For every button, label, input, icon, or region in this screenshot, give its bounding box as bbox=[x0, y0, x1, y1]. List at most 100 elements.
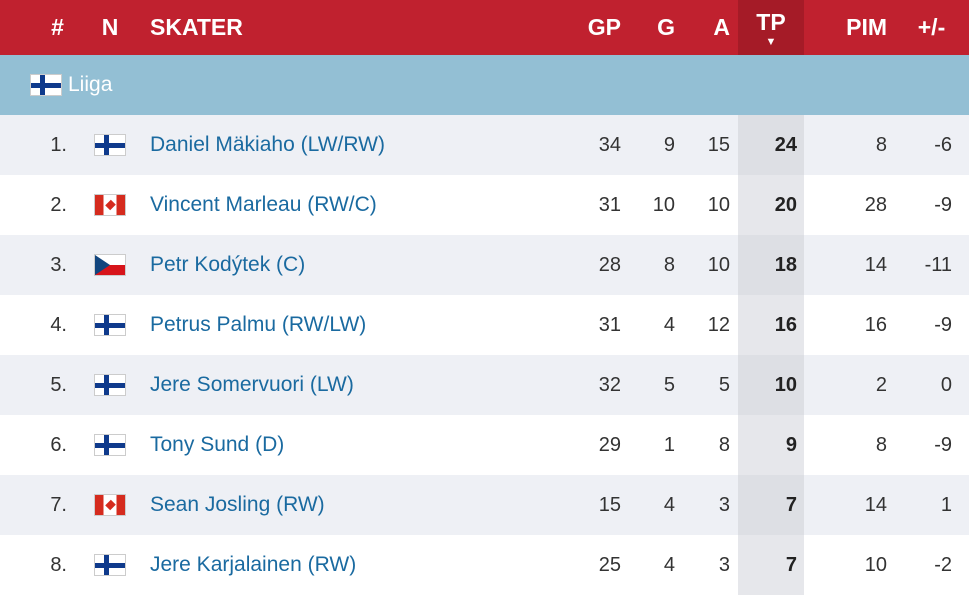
header-a[interactable]: A bbox=[713, 14, 730, 40]
player-link[interactable]: Vincent Marleau (RW/C) bbox=[150, 193, 377, 216]
finland-flag-icon bbox=[94, 374, 126, 396]
header-pim[interactable]: PIM bbox=[846, 14, 887, 40]
plus-minus-cell: -6 bbox=[934, 133, 952, 156]
skater-cell: Vincent Marleau (RW/C) bbox=[145, 175, 575, 235]
a-cell: 8 bbox=[718, 433, 730, 456]
header-plus-minus[interactable]: +/- bbox=[917, 14, 946, 40]
gp-cell: 31 bbox=[598, 313, 621, 336]
table-header: # N SKATER GP G A TP ▼ PIM +/- bbox=[0, 0, 969, 55]
nation-cell bbox=[75, 415, 145, 475]
rank-cell: 1. bbox=[50, 133, 67, 156]
rank-cell: 6. bbox=[50, 433, 67, 456]
nation-cell bbox=[75, 115, 145, 175]
tp-cell: 18 bbox=[738, 235, 804, 295]
league-label[interactable]: Liiga bbox=[30, 55, 330, 115]
header-nation[interactable]: N bbox=[101, 14, 119, 40]
gp-cell: 28 bbox=[598, 253, 621, 276]
skater-cell: Jere Karjalainen (RW) bbox=[145, 535, 575, 595]
czech-flag-icon bbox=[94, 254, 126, 276]
a-cell: 3 bbox=[718, 493, 730, 516]
league-group-row: Liiga bbox=[0, 55, 969, 115]
header-gp[interactable]: GP bbox=[587, 14, 621, 40]
player-link[interactable]: Jere Somervuori (LW) bbox=[150, 373, 354, 396]
gp-cell: 34 bbox=[598, 133, 621, 156]
pim-cell: 2 bbox=[875, 373, 887, 396]
rank-cell: 2. bbox=[50, 193, 67, 216]
gp-cell: 31 bbox=[598, 193, 621, 216]
g-cell: 4 bbox=[663, 313, 675, 336]
nation-cell bbox=[75, 535, 145, 595]
league-name: Liiga bbox=[68, 73, 113, 96]
rank-cell: 8. bbox=[50, 553, 67, 576]
tp-cell: 16 bbox=[738, 295, 804, 355]
player-link[interactable]: Petrus Palmu (RW/LW) bbox=[150, 313, 367, 336]
player-link[interactable]: Petr Kodýtek (C) bbox=[150, 253, 306, 276]
gp-cell: 32 bbox=[598, 373, 621, 396]
pim-cell: 16 bbox=[864, 313, 887, 336]
tp-cell: 9 bbox=[738, 415, 804, 475]
g-cell: 4 bbox=[663, 553, 675, 576]
plus-minus-cell: -11 bbox=[924, 253, 952, 276]
tp-cell: 20 bbox=[738, 175, 804, 235]
player-link[interactable]: Tony Sund (D) bbox=[150, 433, 285, 456]
rank-cell: 3. bbox=[50, 253, 67, 276]
nation-cell bbox=[75, 295, 145, 355]
a-cell: 15 bbox=[707, 133, 730, 156]
canada-flag-icon bbox=[94, 194, 126, 216]
gp-cell: 15 bbox=[598, 493, 621, 516]
header-g[interactable]: G bbox=[657, 14, 675, 40]
g-cell: 5 bbox=[663, 373, 675, 396]
plus-minus-cell: 0 bbox=[940, 373, 952, 396]
header-rank[interactable]: # bbox=[51, 14, 64, 40]
plus-minus-cell: -9 bbox=[934, 193, 952, 216]
rank-cell: 4. bbox=[50, 313, 67, 336]
table-row: 2. Vincent Marleau (RW/C) 31 10 10 20 28 -9 bbox=[0, 175, 969, 235]
finland-flag-icon bbox=[30, 74, 62, 96]
tp-cell: 7 bbox=[738, 475, 804, 535]
table-row: 8. Jere Karjalainen (RW) 25 4 3 7 10 -2 bbox=[0, 535, 969, 595]
pim-cell: 28 bbox=[864, 193, 887, 216]
gp-cell: 25 bbox=[598, 553, 621, 576]
skater-cell: Jere Somervuori (LW) bbox=[145, 355, 575, 415]
table-row: 4. Petrus Palmu (RW/LW) 31 4 12 16 16 -9 bbox=[0, 295, 969, 355]
nation-cell bbox=[75, 475, 145, 535]
a-cell: 10 bbox=[707, 253, 730, 276]
pim-cell: 14 bbox=[864, 253, 887, 276]
nation-cell bbox=[75, 355, 145, 415]
header-skater[interactable]: SKATER bbox=[150, 14, 243, 40]
finland-flag-icon bbox=[94, 134, 126, 156]
player-link[interactable]: Daniel Mäkiaho (LW/RW) bbox=[150, 133, 385, 156]
sort-down-icon: ▼ bbox=[765, 35, 777, 48]
canada-flag-icon bbox=[94, 494, 126, 516]
skater-cell: Petrus Palmu (RW/LW) bbox=[145, 295, 575, 355]
pim-cell: 8 bbox=[875, 433, 887, 456]
table-row: 5. Jere Somervuori (LW) 32 5 5 10 2 0 bbox=[0, 355, 969, 415]
a-cell: 10 bbox=[707, 193, 730, 216]
player-link[interactable]: Jere Karjalainen (RW) bbox=[150, 553, 357, 576]
table-row: 6. Tony Sund (D) 29 1 8 9 8 -9 bbox=[0, 415, 969, 475]
g-cell: 9 bbox=[663, 133, 675, 156]
rank-cell: 5. bbox=[50, 373, 67, 396]
table-row: 3. Petr Kodýtek (C) 28 8 10 18 14 -11 bbox=[0, 235, 969, 295]
player-link[interactable]: Sean Josling (RW) bbox=[150, 493, 325, 516]
table-row: 1. Daniel Mäkiaho (LW/RW) 34 9 15 24 8 -6 bbox=[0, 115, 969, 175]
tp-cell: 24 bbox=[738, 115, 804, 175]
plus-minus-cell: -9 bbox=[934, 433, 952, 456]
plus-minus-cell: 1 bbox=[940, 493, 952, 516]
finland-flag-icon bbox=[94, 314, 126, 336]
nation-cell bbox=[75, 175, 145, 235]
header-tp-label: TP bbox=[756, 8, 786, 35]
pim-cell: 14 bbox=[864, 493, 887, 516]
g-cell: 10 bbox=[652, 193, 675, 216]
header-tp[interactable]: TP ▼ bbox=[738, 0, 804, 55]
a-cell: 12 bbox=[707, 313, 730, 336]
plus-minus-cell: -2 bbox=[934, 553, 952, 576]
pim-cell: 10 bbox=[864, 553, 887, 576]
nation-cell bbox=[75, 235, 145, 295]
skater-cell: Daniel Mäkiaho (LW/RW) bbox=[145, 115, 575, 175]
gp-cell: 29 bbox=[598, 433, 621, 456]
skater-cell: Sean Josling (RW) bbox=[145, 475, 575, 535]
tp-cell: 10 bbox=[738, 355, 804, 415]
g-cell: 1 bbox=[663, 433, 675, 456]
